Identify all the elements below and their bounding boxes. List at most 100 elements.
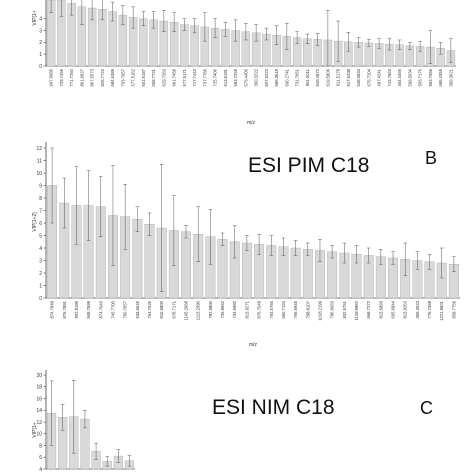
panel-b-x-tick-label: 1128.9962 — [354, 300, 359, 320]
panel-a-x-tick-label: 613.5191 — [223, 68, 228, 86]
panel-b-x-tick-label: 678.7171 — [171, 300, 176, 318]
panel-b-bar — [327, 251, 338, 299]
panel-a-x-tick-label: 861.6827 — [79, 68, 84, 86]
panel-b-y-tick-label: 2 — [39, 271, 42, 277]
panel-b-x-tick-label: 660.7124 — [281, 300, 286, 318]
panel-c-y-tick-label: 16 — [36, 396, 42, 402]
panel-a-y-tick-label: 3 — [39, 28, 42, 34]
panel-a-x-tick-label: 601.5187 — [141, 68, 146, 86]
panel-a-x-tick-label: 369.3621 — [448, 68, 453, 86]
panel-b-x-tick-label: 369.3623 — [415, 300, 420, 318]
panel-a-x-tick-label: 497.4241 — [377, 68, 382, 86]
panel-b-x-tick-label: 1145.2668 — [184, 300, 189, 320]
panel-b-x-tick-label: 633.6646 — [135, 300, 140, 318]
panel-b-y-tick-label: 9 — [39, 183, 42, 189]
panel-a-x-tick-label: 743.7663 — [387, 68, 392, 86]
panel-b-x-tick-label: 848.7699 — [86, 300, 91, 318]
panel-c-y-tick-label: 4 — [39, 467, 42, 473]
panel-a-y-tick-label: 4 — [39, 16, 42, 22]
panel-a-x-tick-label: 577.5171 — [182, 68, 187, 86]
panel-b-x-tick-label: 734.6992 — [232, 300, 237, 318]
panel-c-y-axis-label: VIP[1+ — [32, 422, 38, 437]
panel-a-x-tick-label: 729.7456 — [59, 68, 64, 86]
panel-c-y-tick-label: 12 — [36, 420, 42, 426]
panel-a-x-tick-label: 951.5011 — [305, 68, 310, 86]
panel-b-x-tick-label: 798.8107 — [305, 300, 310, 318]
panel-a-y-tick-label: 1 — [39, 52, 42, 58]
panel-b-y-tick-label: 0 — [39, 296, 42, 302]
panel-b-y-tick-label: 12 — [36, 146, 42, 152]
panel-b-x-tick-label: 760.7657 — [123, 300, 128, 318]
panel-b-y-tick-label: 1 — [39, 283, 42, 289]
panel-b-x-tick-label: 874.7645 — [98, 300, 103, 318]
panel-b-x-tick-label: 813.6893 — [378, 300, 383, 318]
panel-b-x-tick-label: 902.8199 — [74, 300, 79, 318]
panel-c-letter: C — [420, 398, 433, 418]
panel-a-x-tick-label: 684.6389 — [110, 68, 115, 86]
panel-a-y-tick-label: 0 — [39, 64, 42, 70]
panel-b-x-tick-label: 813.9271 — [244, 300, 249, 318]
panel-a-x-tick-label: 577.5162 — [131, 68, 136, 86]
panel-b-title: ESI PIM C18 — [248, 154, 369, 177]
panel-a-x-tick-label: 617.6208 — [346, 68, 351, 86]
panel-b-bar — [302, 249, 313, 299]
panel-b-y-tick-label: 8 — [39, 196, 42, 202]
panel-b-x-tick-label: 668.7272 — [366, 300, 371, 318]
panel-a-chart: 0 1 2 3 4 947.6685 729.7456 771.7260 861.6827 867… — [32, 0, 456, 126]
panel-a-x-tick-label: 695.4355 — [438, 68, 443, 86]
panel-b-x-tick-label: 725.9652 — [220, 300, 225, 318]
panel-a-bar — [180, 24, 189, 67]
panel-b-x-tick-label: 876.7891 — [62, 300, 67, 318]
panel-b-y-tick-label: 4 — [39, 246, 42, 252]
panel-a-x-tick-label: 593.7259 — [233, 68, 238, 86]
panel-b-x-axis-label: m/z — [249, 342, 258, 348]
panel-a-x-axis-label: m/z — [247, 120, 256, 126]
panel-b-x-tick-label: 754.5784 — [269, 300, 274, 318]
panel-b-y-tick-label: 11 — [37, 158, 42, 164]
panel-b-x-tick-label: 782.6800 — [208, 300, 213, 318]
panel-a-x-tick-label: 649.4872 — [315, 68, 320, 86]
panel-b-y-tick-label: 5 — [39, 233, 42, 239]
panel-a-y-tick-label: 2 — [39, 40, 42, 46]
panel-b-x-tick-label: 1221.9601 — [439, 300, 444, 320]
panel-b-x-tick-label: 810.6800 — [159, 300, 164, 318]
panel-a-bar — [46, 0, 56, 67]
panel-a-x-tick-label: 826.7724 — [100, 68, 105, 86]
panel-b-x-tick-label: 766.6945 — [293, 300, 298, 318]
panel-a-x-tick-label: 717.7442 — [192, 68, 197, 86]
panel-b-y-tick-label: 10 — [36, 171, 42, 177]
panel-b-x-tick-label: 786.6063 — [330, 300, 335, 318]
panel-a-bar — [57, 0, 66, 67]
panel-a-y-axis-label: VIP[1+ — [32, 10, 38, 25]
panel-b-y-tick-label: 6 — [39, 221, 42, 227]
panel-b-y-axis-label: VIP[1+2] — [32, 212, 38, 232]
panel-b-x-tick-label: 605.6844 — [391, 300, 396, 318]
panel-a-x-tick-label: 611.5178 — [336, 68, 341, 86]
panel-a-x-tick-label: 771.7260 — [69, 68, 74, 86]
panel-a-x-tick-label: 658.7721 — [151, 68, 156, 86]
panel-b-x-tick-label: 832.5751 — [342, 300, 347, 318]
panel-c-y-tick-label: 20 — [36, 373, 42, 379]
panel-b-x-tick-label: 1113.2090 — [196, 300, 201, 320]
panel-a-x-tick-label: 600.2741 — [284, 68, 289, 86]
panel-b-x-tick-label: 874.7848 — [50, 300, 55, 318]
panel-a-x-tick-label: 573.4405 — [243, 68, 248, 86]
panel-a-x-tick-label: 703.7057 — [120, 68, 125, 86]
panel-a-x-tick-label: 589.3618 — [274, 68, 279, 86]
panel-b-y-tick-label: 7 — [39, 208, 42, 214]
panel-b-bar — [217, 239, 228, 299]
panel-b-letter: B — [425, 148, 437, 168]
panel-c-y-tick-label: 6 — [39, 455, 42, 461]
panel-a-x-tick-label: 947.6685 — [49, 68, 54, 86]
panel-c-y-tick-label: 14 — [36, 408, 42, 414]
panel-c-y-tick-label: 8 — [39, 443, 42, 449]
panel-a-x-tick-label: 619.5806 — [325, 68, 330, 86]
panel-a-x-tick-label: 648.6834 — [356, 68, 361, 86]
panel-a-x-tick-label: 675.7204 — [366, 68, 371, 86]
panel-c-chart: 4 6 8 10 12 14 16 18 20 VIP[1+ — [32, 370, 135, 473]
panel-b-x-tick-label: 858.7756 — [451, 300, 456, 318]
panel-b-y-tick-label: 3 — [39, 258, 42, 264]
panel-b-bar — [181, 231, 191, 299]
